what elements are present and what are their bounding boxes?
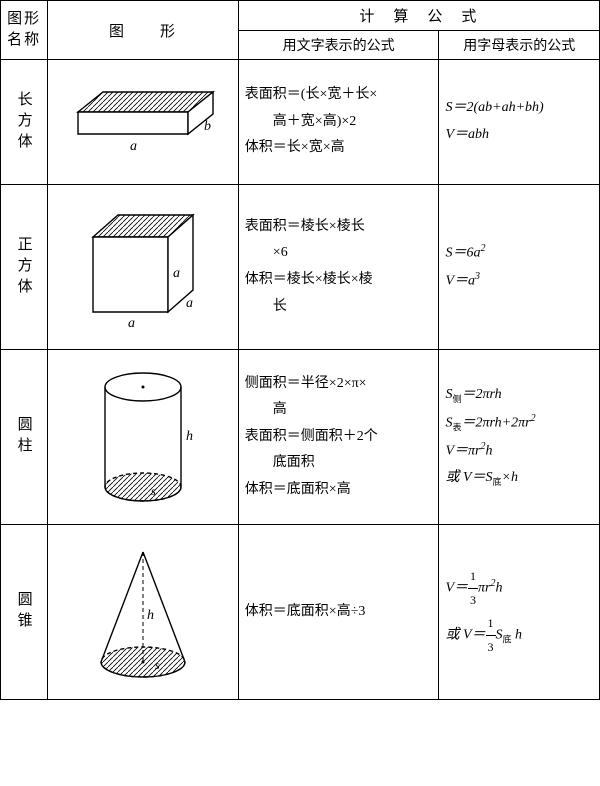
svg-text:a: a — [130, 139, 137, 154]
shape-name: 长方体 — [1, 60, 48, 185]
letter-formula: S侧＝2πrhS表＝2πrh+2πr2V＝πr2h或 V＝S底×h — [439, 350, 600, 525]
svg-text:b: b — [204, 119, 211, 134]
svg-text:a: a — [128, 316, 135, 331]
formula-table: 图形 名称 图 形 计 算 公 式 用文字表示的公式 用字母表示的公式 长方体 … — [0, 0, 600, 700]
svg-text:a: a — [173, 266, 180, 281]
svg-text:s: s — [151, 484, 156, 498]
header-shape: 图 形 — [48, 1, 239, 60]
shape-diagram: a b — [48, 60, 239, 185]
shape-name: 圆柱 — [1, 350, 48, 525]
table-row: 正方体 a a a 表面积＝棱长×棱长 ×6体积＝棱长×棱长×棱 长 S＝6a2… — [1, 185, 600, 350]
letter-formula: V＝13πr2h或 V＝13S底 h — [439, 525, 600, 700]
letter-formula: S＝6a2V＝a3 — [439, 185, 600, 350]
text-formula: 表面积＝(长×宽＋长× 高＋宽×高)×2体积＝长×宽×高 — [238, 60, 439, 185]
header-name: 图形 名称 — [1, 1, 48, 60]
svg-text:h: h — [147, 608, 154, 623]
table-row: 长方体 a b 表面积＝(长×宽＋长× 高＋宽×高)×2体积＝长×宽×高 S＝2… — [1, 60, 600, 185]
text-formula: 体积＝底面积×高÷3 — [238, 525, 439, 700]
shape-diagram: a a a — [48, 185, 239, 350]
header-letter-formula: 用字母表示的公式 — [439, 31, 600, 60]
svg-text:h: h — [186, 429, 193, 444]
text-formula: 表面积＝棱长×棱长 ×6体积＝棱长×棱长×棱 长 — [238, 185, 439, 350]
header-formula: 计 算 公 式 — [238, 1, 599, 31]
svg-text:a: a — [186, 296, 193, 311]
svg-text:s: s — [155, 658, 160, 672]
shape-name: 圆锥 — [1, 525, 48, 700]
text-formula: 侧面积＝半径×2×π× 高表面积＝侧面积＋2个 底面积体积＝底面积×高 — [238, 350, 439, 525]
shape-name: 正方体 — [1, 185, 48, 350]
table-row: 圆锥 h s 体积＝底面积×高÷3 V＝13πr2h或 V＝13S底 h — [1, 525, 600, 700]
shape-diagram: h s — [48, 525, 239, 700]
letter-formula: S＝2(ab+ah+bh)V＝abh — [439, 60, 600, 185]
shape-diagram: h s — [48, 350, 239, 525]
table-row: 圆柱 h s 侧面积＝半径×2×π× 高表面积＝侧面积＋2个 底面积体积＝底面积… — [1, 350, 600, 525]
header-text-formula: 用文字表示的公式 — [238, 31, 439, 60]
